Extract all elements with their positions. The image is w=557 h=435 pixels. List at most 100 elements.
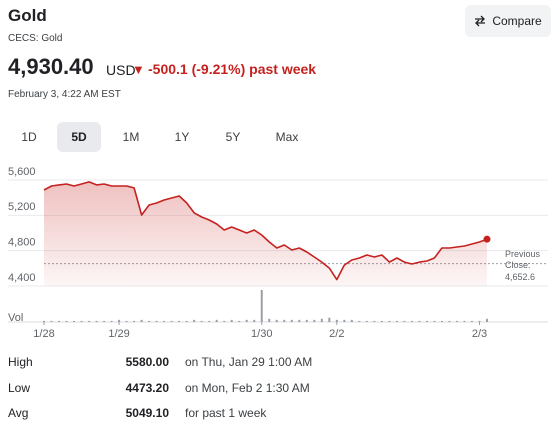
price: 4,930.40 [8, 54, 94, 79]
down-arrow: ▼ [132, 62, 145, 77]
range-tab[interactable]: 5Y [225, 130, 241, 144]
y-tick-label: 5,600 [8, 166, 36, 178]
volume-bar [260, 290, 263, 322]
volume-bar [50, 320, 53, 322]
volume-bar [298, 319, 301, 322]
volume-bar [43, 320, 45, 322]
volume-bar [125, 320, 128, 322]
stat-label: High [8, 355, 33, 369]
volume-bar [148, 320, 151, 322]
change: -500.1 (-9.21%) past week [148, 61, 317, 77]
y-tick-label: 4,800 [8, 237, 36, 249]
previous-close-value: 4,652.6 [505, 272, 536, 282]
range-tab[interactable]: Max [275, 130, 299, 144]
x-tick-label: 1/29 [108, 328, 129, 340]
volume-bar [448, 320, 451, 322]
stat-value: 4473.20 [125, 380, 169, 395]
y-tick-label: 5,200 [8, 201, 36, 213]
volume-bar [185, 320, 188, 322]
stat-note: on Mon, Feb 2 1:30 AM [185, 380, 310, 395]
subtitle: CECS: Gold [8, 33, 63, 44]
volume-bar [253, 319, 256, 322]
volume-bar [380, 320, 383, 322]
volume-bar [403, 320, 406, 322]
volume-bar [335, 319, 338, 322]
volume-bar [283, 319, 286, 322]
volume-bar [425, 320, 428, 322]
volume-bar [313, 319, 316, 322]
volume-bar [268, 318, 271, 322]
volume-bar [133, 320, 136, 322]
stat-label: Avg [8, 406, 29, 420]
currency: USD [106, 62, 136, 78]
volume-bar [193, 319, 196, 322]
volume-bar [410, 320, 413, 322]
range-tab[interactable]: 1D [21, 130, 37, 144]
volume-bar [155, 320, 158, 322]
timestamp: February 3, 4:22 AM EST [8, 89, 121, 100]
volume-bar [80, 320, 83, 322]
volume-bar [103, 320, 106, 322]
volume-bar [163, 320, 166, 322]
last-point [483, 235, 491, 243]
stat-note: for past 1 week [185, 406, 267, 420]
stat-label: Low [8, 380, 31, 395]
stat-value: 5049.10 [125, 406, 169, 420]
volume-bar [95, 320, 98, 322]
price-line [43, 181, 488, 281]
volume-bar [320, 318, 323, 322]
compare-button[interactable]: Compare [465, 5, 551, 37]
compare-icon [475, 15, 486, 27]
volume-bar [65, 320, 68, 322]
volume-bar [110, 320, 113, 322]
volume-bar [215, 319, 218, 322]
volume-bar [440, 320, 443, 322]
volume-bar [418, 320, 421, 322]
volume-bar [478, 320, 481, 322]
title: Gold [8, 6, 47, 25]
volume-bar [455, 320, 458, 322]
volume-bar [140, 319, 143, 322]
volume-bar [470, 320, 473, 322]
volume-bar [170, 320, 173, 322]
volume-bar [208, 320, 211, 322]
volume-bar [290, 319, 293, 322]
volume-bar [343, 319, 346, 322]
previous-close-label: Previous Close: [505, 249, 541, 270]
volume-bar [58, 320, 61, 322]
volume-bar [118, 319, 121, 322]
x-tick-label: 2/2 [329, 328, 344, 340]
volume-bar [178, 320, 181, 322]
range-tab[interactable]: 1Y [174, 130, 190, 144]
volume-bar [73, 320, 76, 322]
x-tick-label: 2/3 [472, 328, 487, 340]
volume-bar [486, 318, 488, 322]
volume-bar [238, 320, 241, 322]
volume-bar [463, 320, 466, 322]
x-tick-label: 1/30 [251, 328, 272, 340]
volume-bar [433, 320, 436, 322]
stat-value: 5580.00 [125, 355, 169, 369]
area [44, 181, 487, 286]
volume-bar [88, 320, 91, 322]
volume-bar [373, 320, 376, 322]
compare-label: Compare [492, 14, 542, 28]
stat-note: on Thu, Jan 29 1:00 AM [185, 355, 313, 369]
range-tab[interactable]: 1M [122, 130, 140, 144]
volume-bar [358, 320, 361, 322]
volume-bar [200, 320, 203, 322]
volume-bar [328, 317, 331, 322]
volume-bar [230, 319, 233, 322]
volume-bar [388, 320, 391, 322]
range-tab[interactable]: 5D [57, 122, 101, 152]
volume-bar [305, 319, 308, 322]
volume-bar [245, 319, 248, 322]
x-tick-label: 1/28 [33, 328, 54, 340]
volume-label: Vol [8, 312, 23, 324]
volume-bar [350, 319, 353, 322]
y-tick-label: 4,400 [8, 272, 36, 284]
volume-bar [365, 320, 368, 322]
volume-bar [223, 320, 226, 322]
